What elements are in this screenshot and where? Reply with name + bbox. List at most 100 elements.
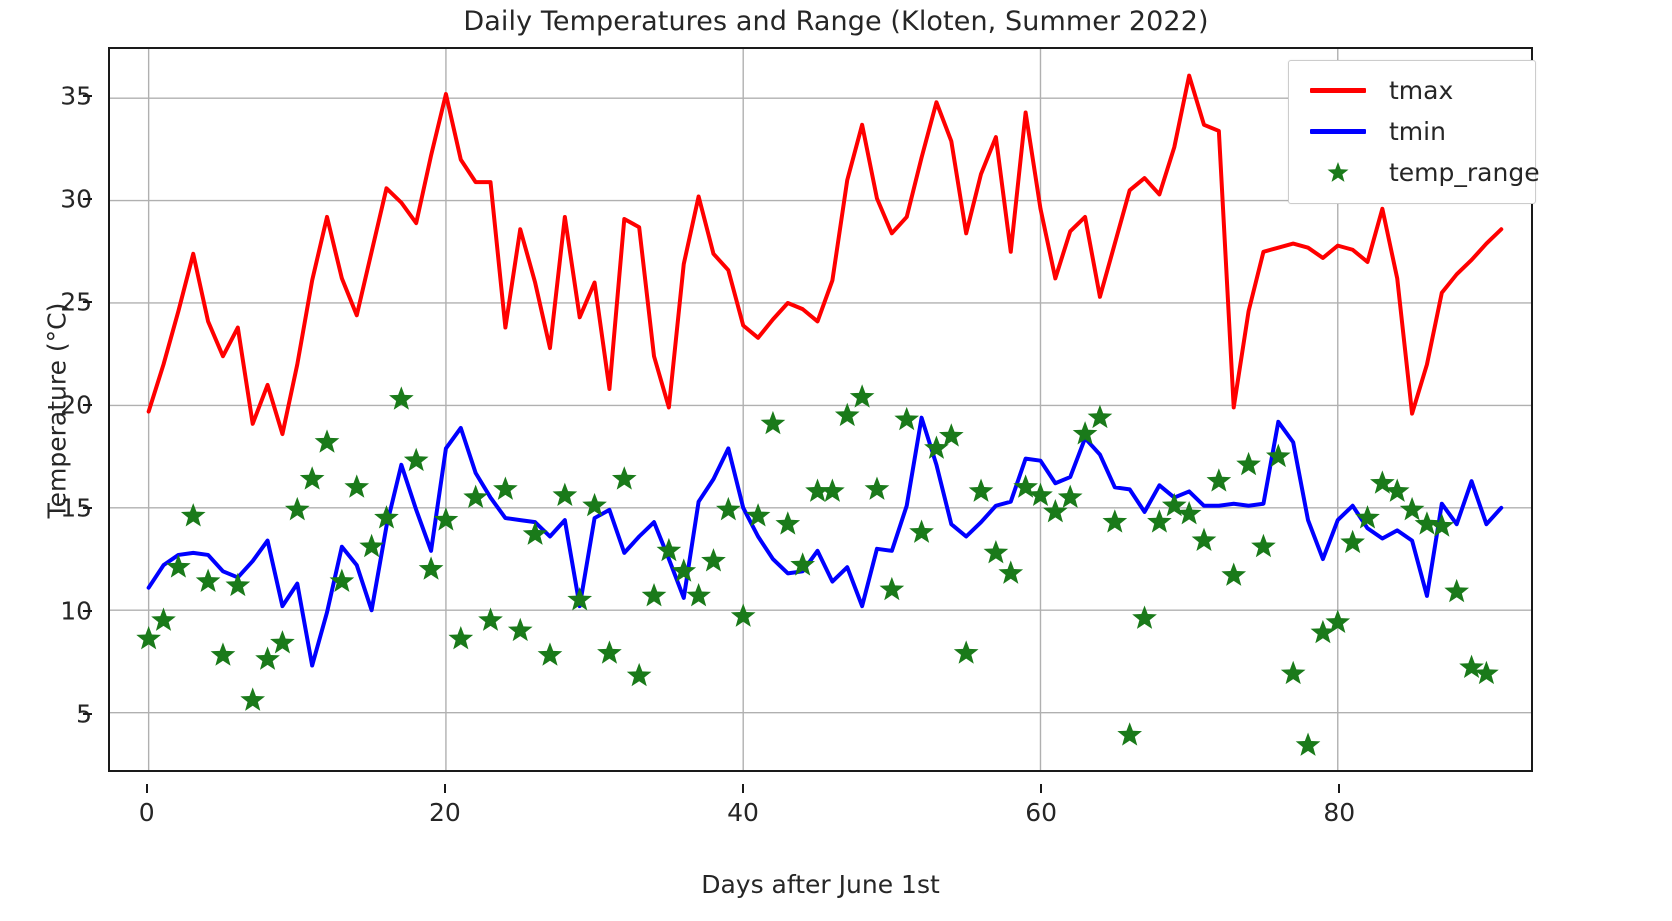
- scatter-marker: [1206, 468, 1232, 492]
- scatter-marker: [1221, 562, 1247, 586]
- scatter-marker: [1102, 509, 1128, 533]
- chart-title: Daily Temperatures and Range (Kloten, Su…: [463, 6, 1209, 37]
- scatter-marker: [834, 402, 860, 427]
- scatter-marker: [1429, 513, 1455, 537]
- scatter-marker: [329, 568, 355, 593]
- legend-key-line: [1301, 129, 1375, 134]
- scatter-marker: [582, 492, 607, 517]
- legend-label: tmin: [1389, 117, 1446, 146]
- scatter-marker: [983, 539, 1009, 564]
- scatter-marker: [507, 617, 533, 642]
- x-tick-label: 80: [1323, 798, 1356, 827]
- x-tick-label: 60: [1025, 798, 1057, 827]
- x-tick-mark: [1338, 784, 1341, 793]
- legend-line-swatch: [1310, 129, 1366, 134]
- x-tick-mark: [1040, 784, 1043, 793]
- scatter-marker: [180, 503, 206, 527]
- scatter-marker: [463, 484, 488, 509]
- scatter-marker: [210, 642, 236, 666]
- scatter-marker: [166, 554, 191, 578]
- scatter-marker: [493, 476, 518, 500]
- scatter-marker: [1355, 505, 1380, 529]
- scatter-marker: [611, 466, 637, 490]
- x-tick-mark: [741, 784, 744, 793]
- series-scatter-temp_range: [136, 384, 1499, 756]
- scatter-marker: [1444, 578, 1470, 603]
- scatter-marker: [1057, 484, 1083, 509]
- scatter-marker: [716, 496, 741, 521]
- y-axis-tick-labels: 5 10 15 20 25 30 35: [0, 47, 92, 772]
- scatter-marker: [433, 507, 459, 531]
- scatter-marker: [1043, 498, 1068, 523]
- scatter-marker: [389, 386, 414, 410]
- scatter-marker: [418, 556, 444, 580]
- scatter-marker: [374, 505, 399, 529]
- scatter-marker: [1191, 527, 1217, 552]
- scatter-marker: [805, 478, 830, 502]
- scatter-marker: [953, 640, 979, 664]
- scatter-marker: [1236, 451, 1261, 476]
- scatter-marker: [1072, 421, 1098, 445]
- scatter-marker: [597, 640, 622, 664]
- scatter-marker: [1147, 509, 1172, 533]
- scatter-marker: [1251, 533, 1276, 558]
- chart-legend: tmax tmin temp_range: [1288, 60, 1540, 204]
- scatter-marker: [1013, 474, 1038, 498]
- scatter-marker: [656, 537, 682, 562]
- scatter-marker: [745, 503, 771, 527]
- x-tick-mark: [443, 784, 446, 793]
- scatter-marker: [968, 478, 994, 502]
- scatter-marker: [849, 384, 875, 408]
- x-tick-label: 0: [138, 798, 155, 827]
- scatter-marker: [567, 587, 593, 611]
- scatter-marker: [1280, 660, 1306, 685]
- scatter-marker: [1265, 443, 1291, 468]
- scatter-marker: [790, 552, 815, 576]
- scatter-marker: [641, 582, 667, 607]
- y-tick-mark: [83, 198, 92, 201]
- x-axis-label: Days after June 1st: [701, 870, 940, 899]
- scatter-marker: [240, 687, 266, 711]
- scatter-marker: [686, 582, 711, 607]
- scatter-marker: [1176, 501, 1202, 525]
- legend-entry-tmin: tmin: [1301, 111, 1523, 152]
- legend-label: temp_range: [1389, 158, 1540, 187]
- scatter-marker: [1087, 404, 1113, 429]
- legend-entry-tmax: tmax: [1301, 70, 1523, 111]
- legend-line-swatch: [1310, 88, 1366, 93]
- scatter-marker: [359, 533, 384, 558]
- scatter-marker: [1399, 496, 1425, 521]
- scatter-marker: [299, 466, 325, 490]
- scatter-marker: [403, 447, 429, 472]
- scatter-marker: [775, 511, 801, 535]
- star-icon: [1327, 161, 1349, 182]
- scatter-marker: [270, 630, 295, 654]
- scatter-marker: [552, 482, 578, 506]
- y-tick-mark: [83, 301, 92, 304]
- grid-lines: [110, 49, 1531, 770]
- y-tick-mark: [83, 610, 92, 613]
- scatter-marker: [1295, 732, 1321, 756]
- scatter-marker: [314, 429, 340, 453]
- legend-entry-temp_range: temp_range: [1301, 152, 1540, 193]
- scatter-marker: [1459, 654, 1484, 679]
- scatter-marker: [894, 406, 920, 431]
- scatter-marker: [344, 474, 370, 498]
- scatter-marker: [448, 625, 474, 650]
- y-tick-mark: [83, 404, 92, 407]
- scatter-marker: [255, 646, 280, 670]
- scatter-marker: [1310, 619, 1336, 644]
- scatter-marker: [1384, 478, 1410, 502]
- scatter-marker: [195, 568, 221, 593]
- scatter-marker: [284, 496, 310, 521]
- scatter-marker: [1117, 722, 1143, 746]
- scatter-marker: [1370, 470, 1395, 494]
- scatter-marker: [1161, 492, 1187, 517]
- y-tick-mark: [83, 713, 92, 716]
- scatter-marker: [671, 558, 697, 582]
- scatter-marker: [225, 572, 251, 597]
- legend-label: tmax: [1389, 76, 1454, 105]
- series-layer: [136, 73, 1504, 756]
- scatter-marker: [136, 625, 161, 650]
